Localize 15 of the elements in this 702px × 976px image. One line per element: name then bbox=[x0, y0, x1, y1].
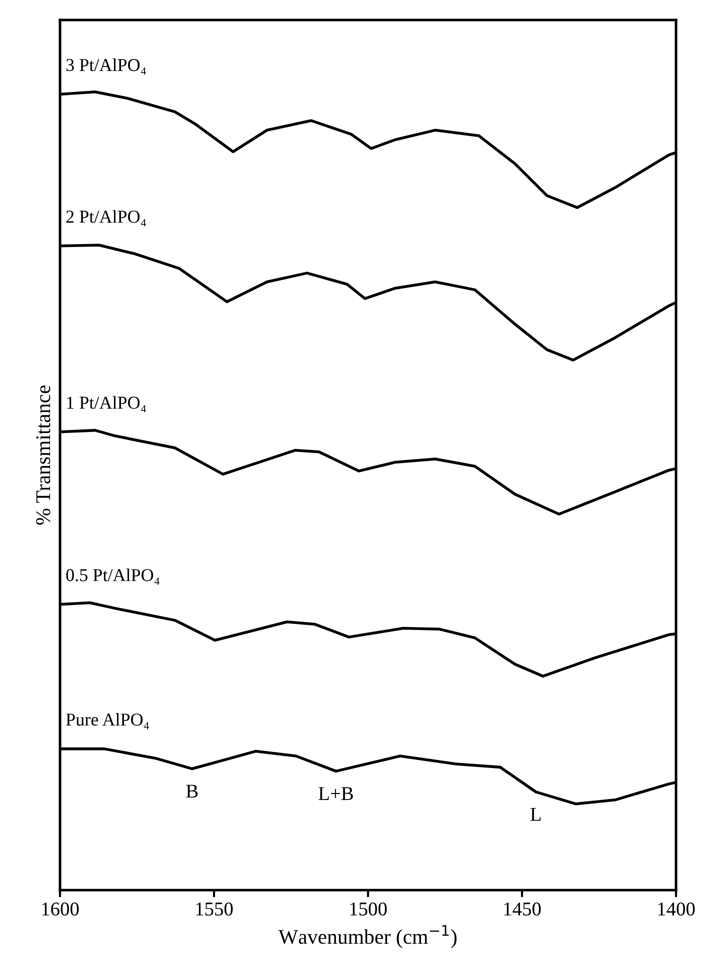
annotation: B bbox=[186, 784, 198, 798]
series-label: 0.5 Pt/AlPO₄ bbox=[66, 568, 160, 585]
series-label: 1 Pt/AlPO₄ bbox=[67, 396, 146, 412]
x-tick-label: 1400 bbox=[658, 902, 695, 916]
series-label: 2 Pt/AlPO₄ bbox=[66, 210, 146, 226]
series-label: 3 Pt/AlPO₄ bbox=[66, 58, 146, 75]
x-tick-label: 1550 bbox=[196, 902, 233, 916]
x-tick-label: 1600 bbox=[42, 902, 79, 916]
x-axis-title: Wavenumber (cm$^{−1}$) bbox=[278, 925, 457, 948]
annotation: L bbox=[530, 808, 541, 821]
x-tick-label: 1500 bbox=[350, 902, 387, 916]
annotation: L+B bbox=[318, 787, 353, 800]
y-axis-title: % Transmittance bbox=[36, 385, 50, 525]
series-label: Pure AlPO₄ bbox=[66, 713, 149, 730]
x-tick-label: 1450 bbox=[504, 902, 541, 916]
